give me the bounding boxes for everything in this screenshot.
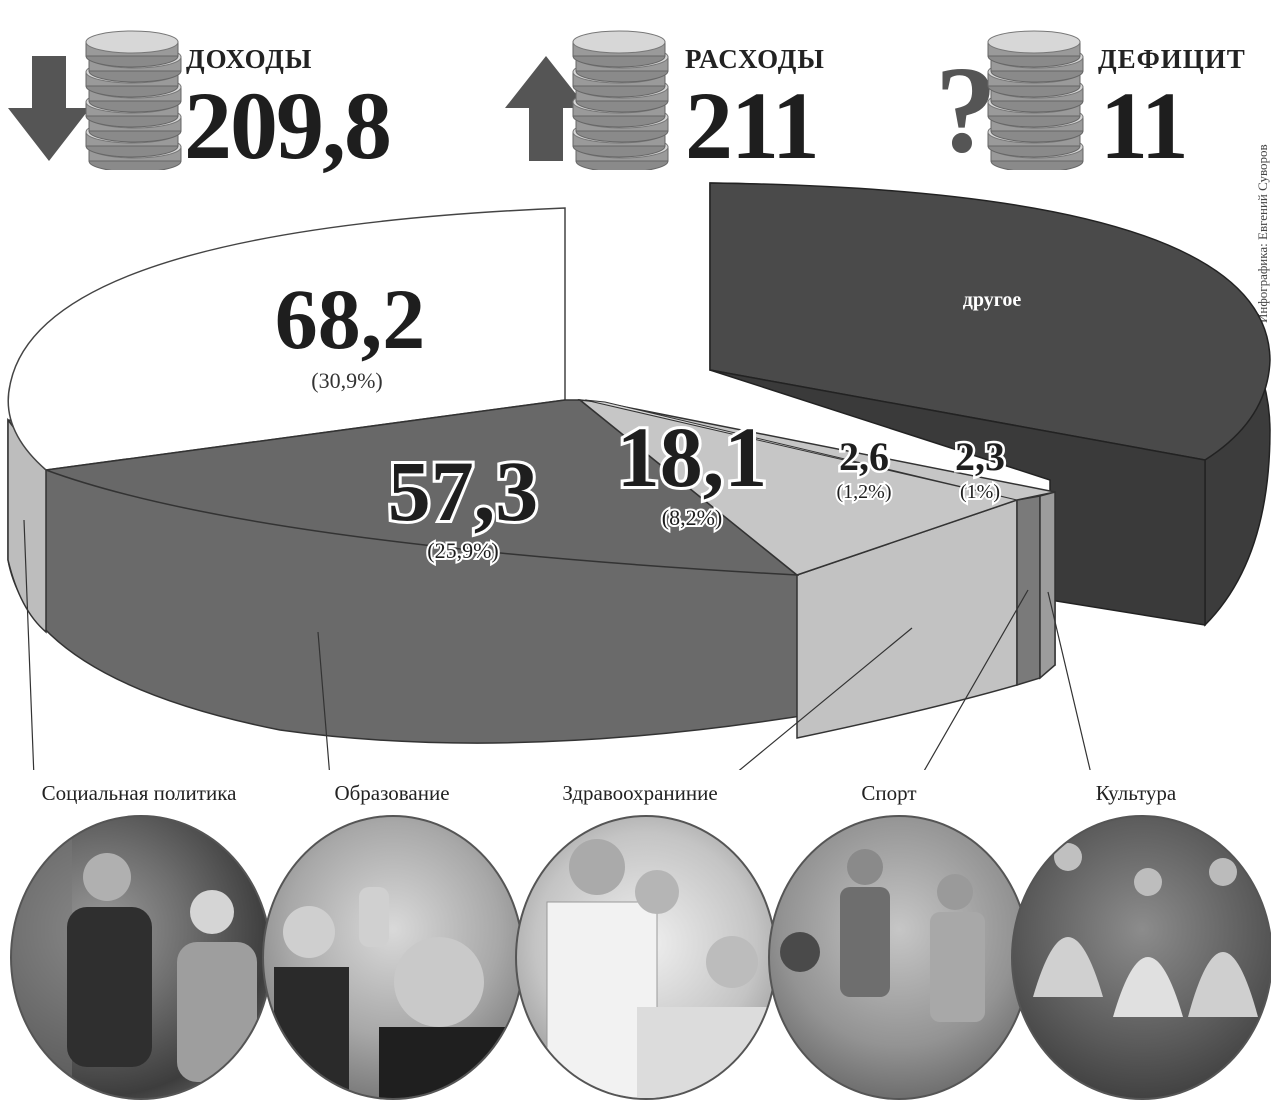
- slice-pct-health: (8,2%): [662, 505, 722, 530]
- leader-line-culture: [1047, 591, 1091, 770]
- coin-stack-icon: [85, 30, 182, 170]
- photo-social: [10, 815, 272, 1100]
- category-label-sport: Спорт: [861, 781, 917, 805]
- pie-slice-other: другое: [709, 182, 1271, 627]
- photo-sport: [768, 815, 1030, 1100]
- income-kpi: ДОХОДЫ 209,8: [8, 20, 428, 180]
- slice-pct-culture: (1%): [960, 481, 1000, 503]
- slice-value-sport: 2,6: [839, 434, 889, 479]
- deficit-label: ДЕФИЦИТ: [1098, 44, 1246, 74]
- coin-stack-icon: [987, 30, 1084, 170]
- leader-line-social: [23, 519, 35, 770]
- income-value: 209,8: [184, 72, 392, 179]
- slice-label-other: другое: [963, 289, 1022, 311]
- photo-education: [262, 815, 524, 1100]
- expenses-kpi: РАСХОДЫ 211: [505, 20, 865, 180]
- category-label-health: Здравоохраниние: [562, 781, 718, 805]
- up-arrow-icon: [505, 56, 587, 161]
- deficit-value: 11: [1100, 72, 1189, 179]
- leader-line-sport: [923, 589, 1029, 770]
- category-label-culture: Культура: [1095, 781, 1177, 805]
- question-mark-icon: ?: [935, 41, 997, 178]
- slice-value-social: 68,2: [275, 271, 426, 367]
- budget-pie-chart: другое 68,2 (30,9%) 57,3 (25,9%) 18,1 (8…: [7, 182, 1271, 770]
- income-label: ДОХОДЫ: [186, 44, 313, 74]
- leader-line-health: [738, 627, 913, 770]
- expenses-value: 211: [685, 72, 820, 179]
- slice-pct-education: (25,9%): [427, 538, 498, 563]
- slice-pct-social: (30,9%): [311, 368, 382, 393]
- category-label-social: Социальная политика: [41, 781, 237, 805]
- category-label-education: Образование: [334, 781, 450, 805]
- expenses-label: РАСХОДЫ: [685, 44, 825, 74]
- slice-value-health: 18,1: [617, 409, 768, 505]
- photo-culture: [1011, 815, 1271, 1100]
- leader-line-education: [317, 631, 330, 770]
- deficit-kpi: ? ДЕФИЦИТ 11: [935, 20, 1255, 180]
- slice-value-education: 57,3: [388, 443, 539, 539]
- coin-stack-icon: [572, 30, 669, 170]
- slice-pct-sport: (1,2%): [837, 481, 892, 503]
- photo-health: [515, 815, 777, 1100]
- leader-lines: [23, 519, 1091, 770]
- pie-top: [7, 207, 1056, 576]
- slice-value-culture: 2,3: [955, 434, 1005, 479]
- down-arrow-icon: [8, 56, 90, 161]
